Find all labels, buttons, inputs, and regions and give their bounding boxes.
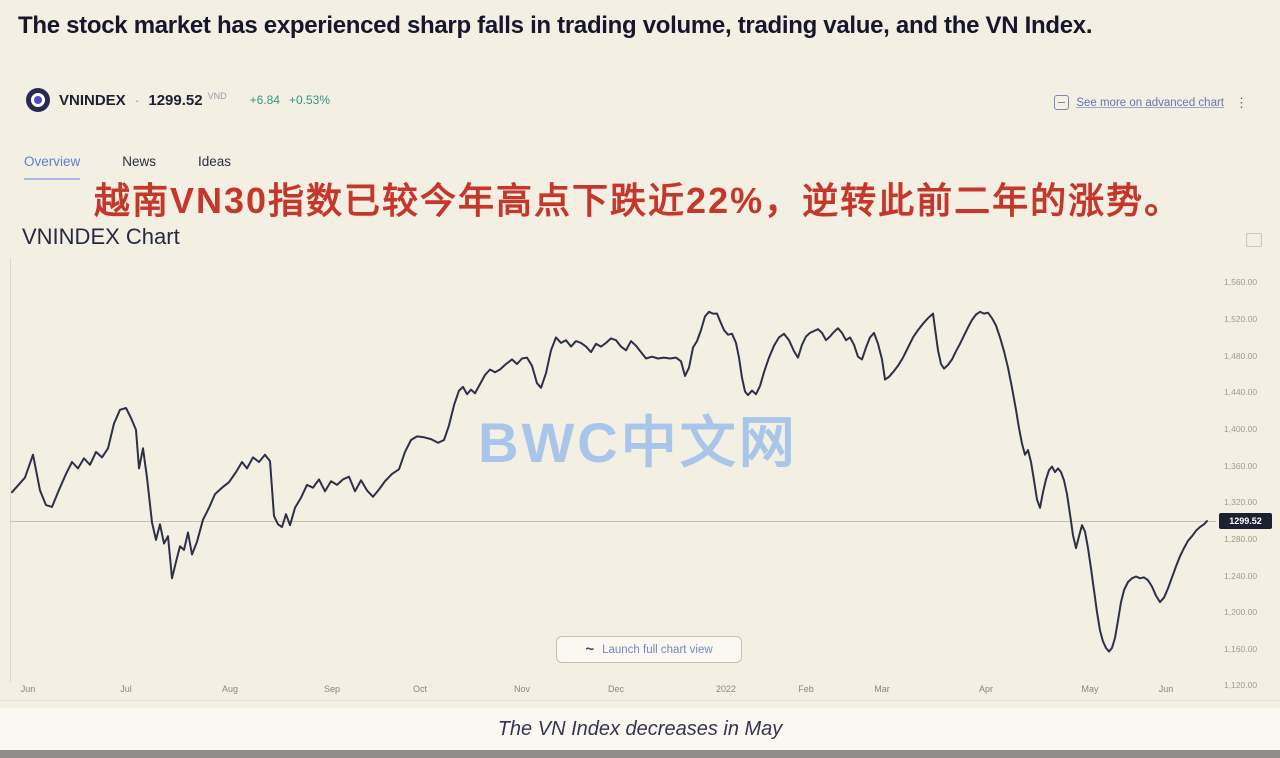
- y-axis-label: 1,440.00: [1224, 387, 1258, 397]
- price-badge: 1299.52: [1219, 513, 1272, 529]
- ticker-symbol: VNINDEX: [59, 91, 126, 109]
- figure-caption: The VN Index decreases in May: [497, 717, 783, 740]
- see-more-advanced-chart-link[interactable]: See more on advanced chart ⋮: [1054, 95, 1248, 110]
- ticker-price: 1299.52: [148, 91, 203, 109]
- ticker-change-percent: +0.53%: [288, 93, 331, 107]
- red-annotation-text: 越南VN30指数已较今年高点下跌近22%，逆转此前二年的涨势。: [94, 180, 1183, 221]
- watermark: BWC中文网: [478, 411, 798, 474]
- x-axis-label: Nov: [513, 684, 531, 694]
- previous-close-line: [10, 521, 1216, 522]
- axis-separator: [0, 700, 1280, 701]
- bottom-bar: [0, 750, 1280, 758]
- more-options-icon[interactable]: ⋮: [1235, 95, 1248, 110]
- x-axis-label: Jun: [1158, 684, 1174, 694]
- y-axis-label: 1,480.00: [1224, 351, 1258, 361]
- y-axis-label: 1,160.00: [1224, 644, 1258, 654]
- ticker-change: +6.84: [249, 93, 280, 107]
- y-axis-label: 1,320.00: [1224, 497, 1258, 507]
- y-axis-label: 1,560.00: [1224, 277, 1258, 287]
- y-axis-label: 1,240.00: [1224, 571, 1258, 581]
- launch-full-chart-button[interactable]: ~ Launch full chart view: [556, 636, 742, 663]
- advanced-chart-icon: [1054, 95, 1070, 110]
- chart-title: VNINDEX Chart: [22, 224, 180, 249]
- y-axis-label: 1,360.00: [1224, 461, 1258, 471]
- vnindex-logo-icon: [26, 88, 50, 112]
- launch-button-label: Launch full chart view: [602, 643, 713, 656]
- price-line: [11, 310, 1208, 653]
- tab-overview[interactable]: Overview: [24, 154, 81, 180]
- advanced-chart-link-label: See more on advanced chart: [1076, 96, 1224, 109]
- x-axis-label: Jul: [120, 684, 132, 694]
- x-axis-label: Feb: [798, 684, 814, 694]
- y-axis-label: 1,400.00: [1224, 424, 1258, 434]
- widget-tabs: Overview News Ideas: [24, 154, 231, 180]
- y-axis-label: 1,200.00: [1224, 607, 1258, 617]
- x-axis-label: Dec: [607, 684, 625, 694]
- x-axis-label: May: [1081, 684, 1099, 694]
- article-headline: The stock market has experienced sharp f…: [18, 12, 1093, 39]
- ticker-currency: VND: [207, 91, 227, 101]
- x-axis-label: Sep: [323, 684, 341, 694]
- tab-news[interactable]: News: [122, 154, 157, 169]
- x-axis-label: Mar: [874, 684, 890, 694]
- x-axis-label: Jun: [20, 684, 36, 694]
- ticker-separator: ·: [134, 92, 140, 108]
- plot-left-border: [10, 258, 11, 682]
- y-axis-label: 1,120.00: [1224, 680, 1258, 690]
- x-axis-label: Aug: [221, 684, 239, 694]
- wave-icon: ~: [585, 641, 595, 658]
- x-axis-label: Apr: [978, 684, 994, 694]
- caption-strip: The VN Index decreases in May: [0, 708, 1280, 750]
- y-axis-label: 1,280.00: [1224, 534, 1258, 544]
- chart-canvas[interactable]: [10, 255, 1210, 680]
- y-axis-label: 1,520.00: [1224, 314, 1258, 324]
- tab-ideas[interactable]: Ideas: [198, 154, 232, 169]
- x-axis-label: Oct: [412, 684, 428, 694]
- ticker-header: VNINDEX · 1299.52 VND +6.84 +0.53%: [26, 88, 330, 112]
- chart-settings-icon[interactable]: [1246, 233, 1262, 247]
- x-axis-label: 2022: [715, 684, 737, 694]
